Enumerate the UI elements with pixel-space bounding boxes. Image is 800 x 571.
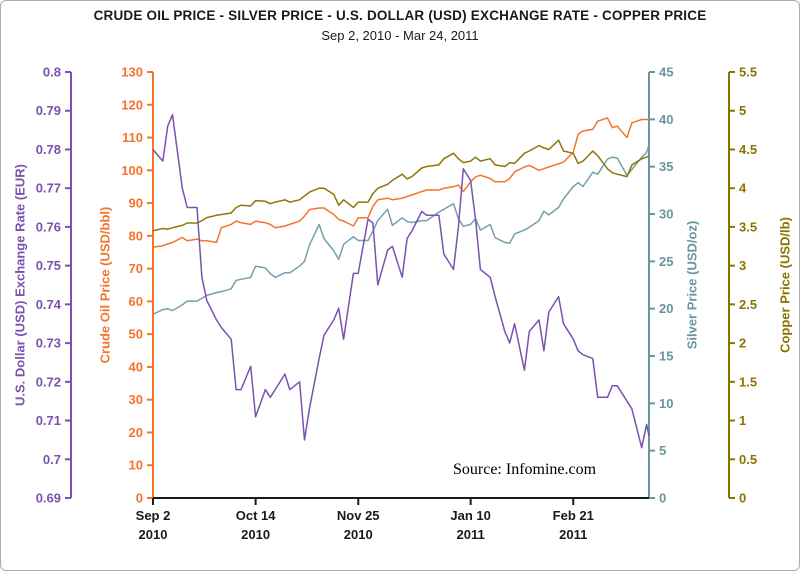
series-line-crude-oil bbox=[152, 117, 649, 249]
tick-label: 2010 bbox=[139, 527, 168, 542]
tick-label: 40 bbox=[129, 359, 143, 374]
tick-label: 50 bbox=[129, 327, 143, 342]
exchange-rate-axis-title: U.S. Dollar (USD) Exchange Rate (EUR) bbox=[12, 164, 28, 406]
tick-label: 0.69 bbox=[36, 491, 61, 506]
tick-label: 30 bbox=[659, 207, 673, 222]
tick-label: 5 bbox=[739, 103, 746, 118]
tick-label: 90 bbox=[129, 196, 143, 211]
tick-label: 110 bbox=[122, 130, 143, 145]
tick-label: Feb 21 bbox=[553, 508, 594, 523]
tick-label: 0 bbox=[739, 491, 746, 506]
tick-label: 1 bbox=[739, 413, 746, 428]
tick-label: Sep 2 bbox=[136, 508, 171, 523]
tick-label: 2011 bbox=[559, 527, 587, 542]
tick-label: 0.75 bbox=[36, 258, 61, 273]
tick-label: 80 bbox=[129, 228, 143, 243]
tick-label: 0.73 bbox=[36, 336, 61, 351]
tick-label: 4.5 bbox=[739, 142, 757, 157]
tick-label: Jan 10 bbox=[450, 508, 490, 523]
series-line-usd-exchange-rate bbox=[152, 113, 650, 449]
tick-label: 120 bbox=[121, 97, 143, 112]
chart-date-range: Sep 2, 2010 - Mar 24, 2011 bbox=[321, 28, 479, 43]
tick-label: 2 bbox=[739, 336, 746, 351]
tick-label: 0.74 bbox=[36, 297, 62, 312]
copper-axis-title: Copper Price (USD/lb) bbox=[777, 217, 793, 353]
tick-label: 0.72 bbox=[36, 374, 61, 389]
tick-label: 0.77 bbox=[36, 181, 61, 196]
tick-label: 0.8 bbox=[43, 65, 61, 80]
tick-label: 4 bbox=[739, 181, 747, 196]
tick-label: 0.78 bbox=[36, 142, 61, 157]
tick-label: 2011 bbox=[457, 527, 485, 542]
tick-label: Nov 25 bbox=[337, 508, 380, 523]
tick-label: 20 bbox=[659, 301, 673, 316]
tick-label: 0.76 bbox=[36, 219, 61, 234]
tick-label: 10 bbox=[129, 458, 143, 473]
tick-label: 30 bbox=[129, 392, 143, 407]
tick-label: 10 bbox=[659, 396, 673, 411]
tick-label: 45 bbox=[659, 65, 673, 80]
tick-label: 2010 bbox=[241, 527, 270, 542]
crude-oil-axis-title: Crude Oil Price (USD/bbl) bbox=[97, 206, 113, 364]
tick-label: 2.5 bbox=[739, 297, 757, 312]
tick-label: 130 bbox=[121, 65, 143, 80]
tick-label: 0.71 bbox=[36, 413, 61, 428]
tick-label: 100 bbox=[121, 163, 143, 178]
tick-label: 0 bbox=[659, 491, 666, 506]
tick-label: 0.79 bbox=[36, 103, 61, 118]
tick-label: 35 bbox=[659, 159, 673, 174]
series-line-silver bbox=[152, 144, 650, 315]
tick-label: 0.5 bbox=[739, 452, 757, 467]
chart-title: CRUDE OIL PRICE - SILVER PRICE - U.S. DO… bbox=[93, 8, 707, 23]
silver-axis: 45 40 35 30 25 20 15 10 5 0 bbox=[648, 65, 673, 506]
source-note: Source: Infomine.com bbox=[453, 461, 597, 478]
tick-label: 1.5 bbox=[739, 374, 757, 389]
tick-label: 15 bbox=[659, 349, 673, 364]
silver-axis-title: Silver Price (USD/oz) bbox=[684, 220, 700, 350]
tick-label: 70 bbox=[129, 261, 143, 276]
tick-label: 5 bbox=[659, 443, 666, 458]
tick-label: 40 bbox=[659, 112, 673, 127]
tick-label: 3.5 bbox=[739, 219, 757, 234]
exchange-axis: 0.8 0.79 0.78 0.77 0.76 0.75 0.74 0.73 0.72 0.71 0… bbox=[36, 65, 72, 506]
tick-label: Oct 14 bbox=[236, 508, 277, 523]
tick-label: 2010 bbox=[344, 527, 373, 542]
series-line-copper bbox=[152, 139, 650, 232]
copper-axis: 5.5 5 4.5 4 3.5 3 2.5 2 1.5 1 0.5 0 bbox=[728, 65, 757, 506]
tick-label: 20 bbox=[129, 425, 143, 440]
tick-label: 0 bbox=[136, 491, 143, 506]
tick-label: 60 bbox=[129, 294, 143, 309]
x-axis: Sep 2 2010 Oct 14 2010 Nov 25 2010 Jan 10 2011 F… bbox=[136, 497, 649, 542]
tick-label: 5.5 bbox=[739, 65, 757, 80]
tick-label: 0.7 bbox=[43, 452, 61, 467]
tick-label: 3 bbox=[739, 258, 746, 273]
tick-label: 25 bbox=[659, 254, 673, 269]
